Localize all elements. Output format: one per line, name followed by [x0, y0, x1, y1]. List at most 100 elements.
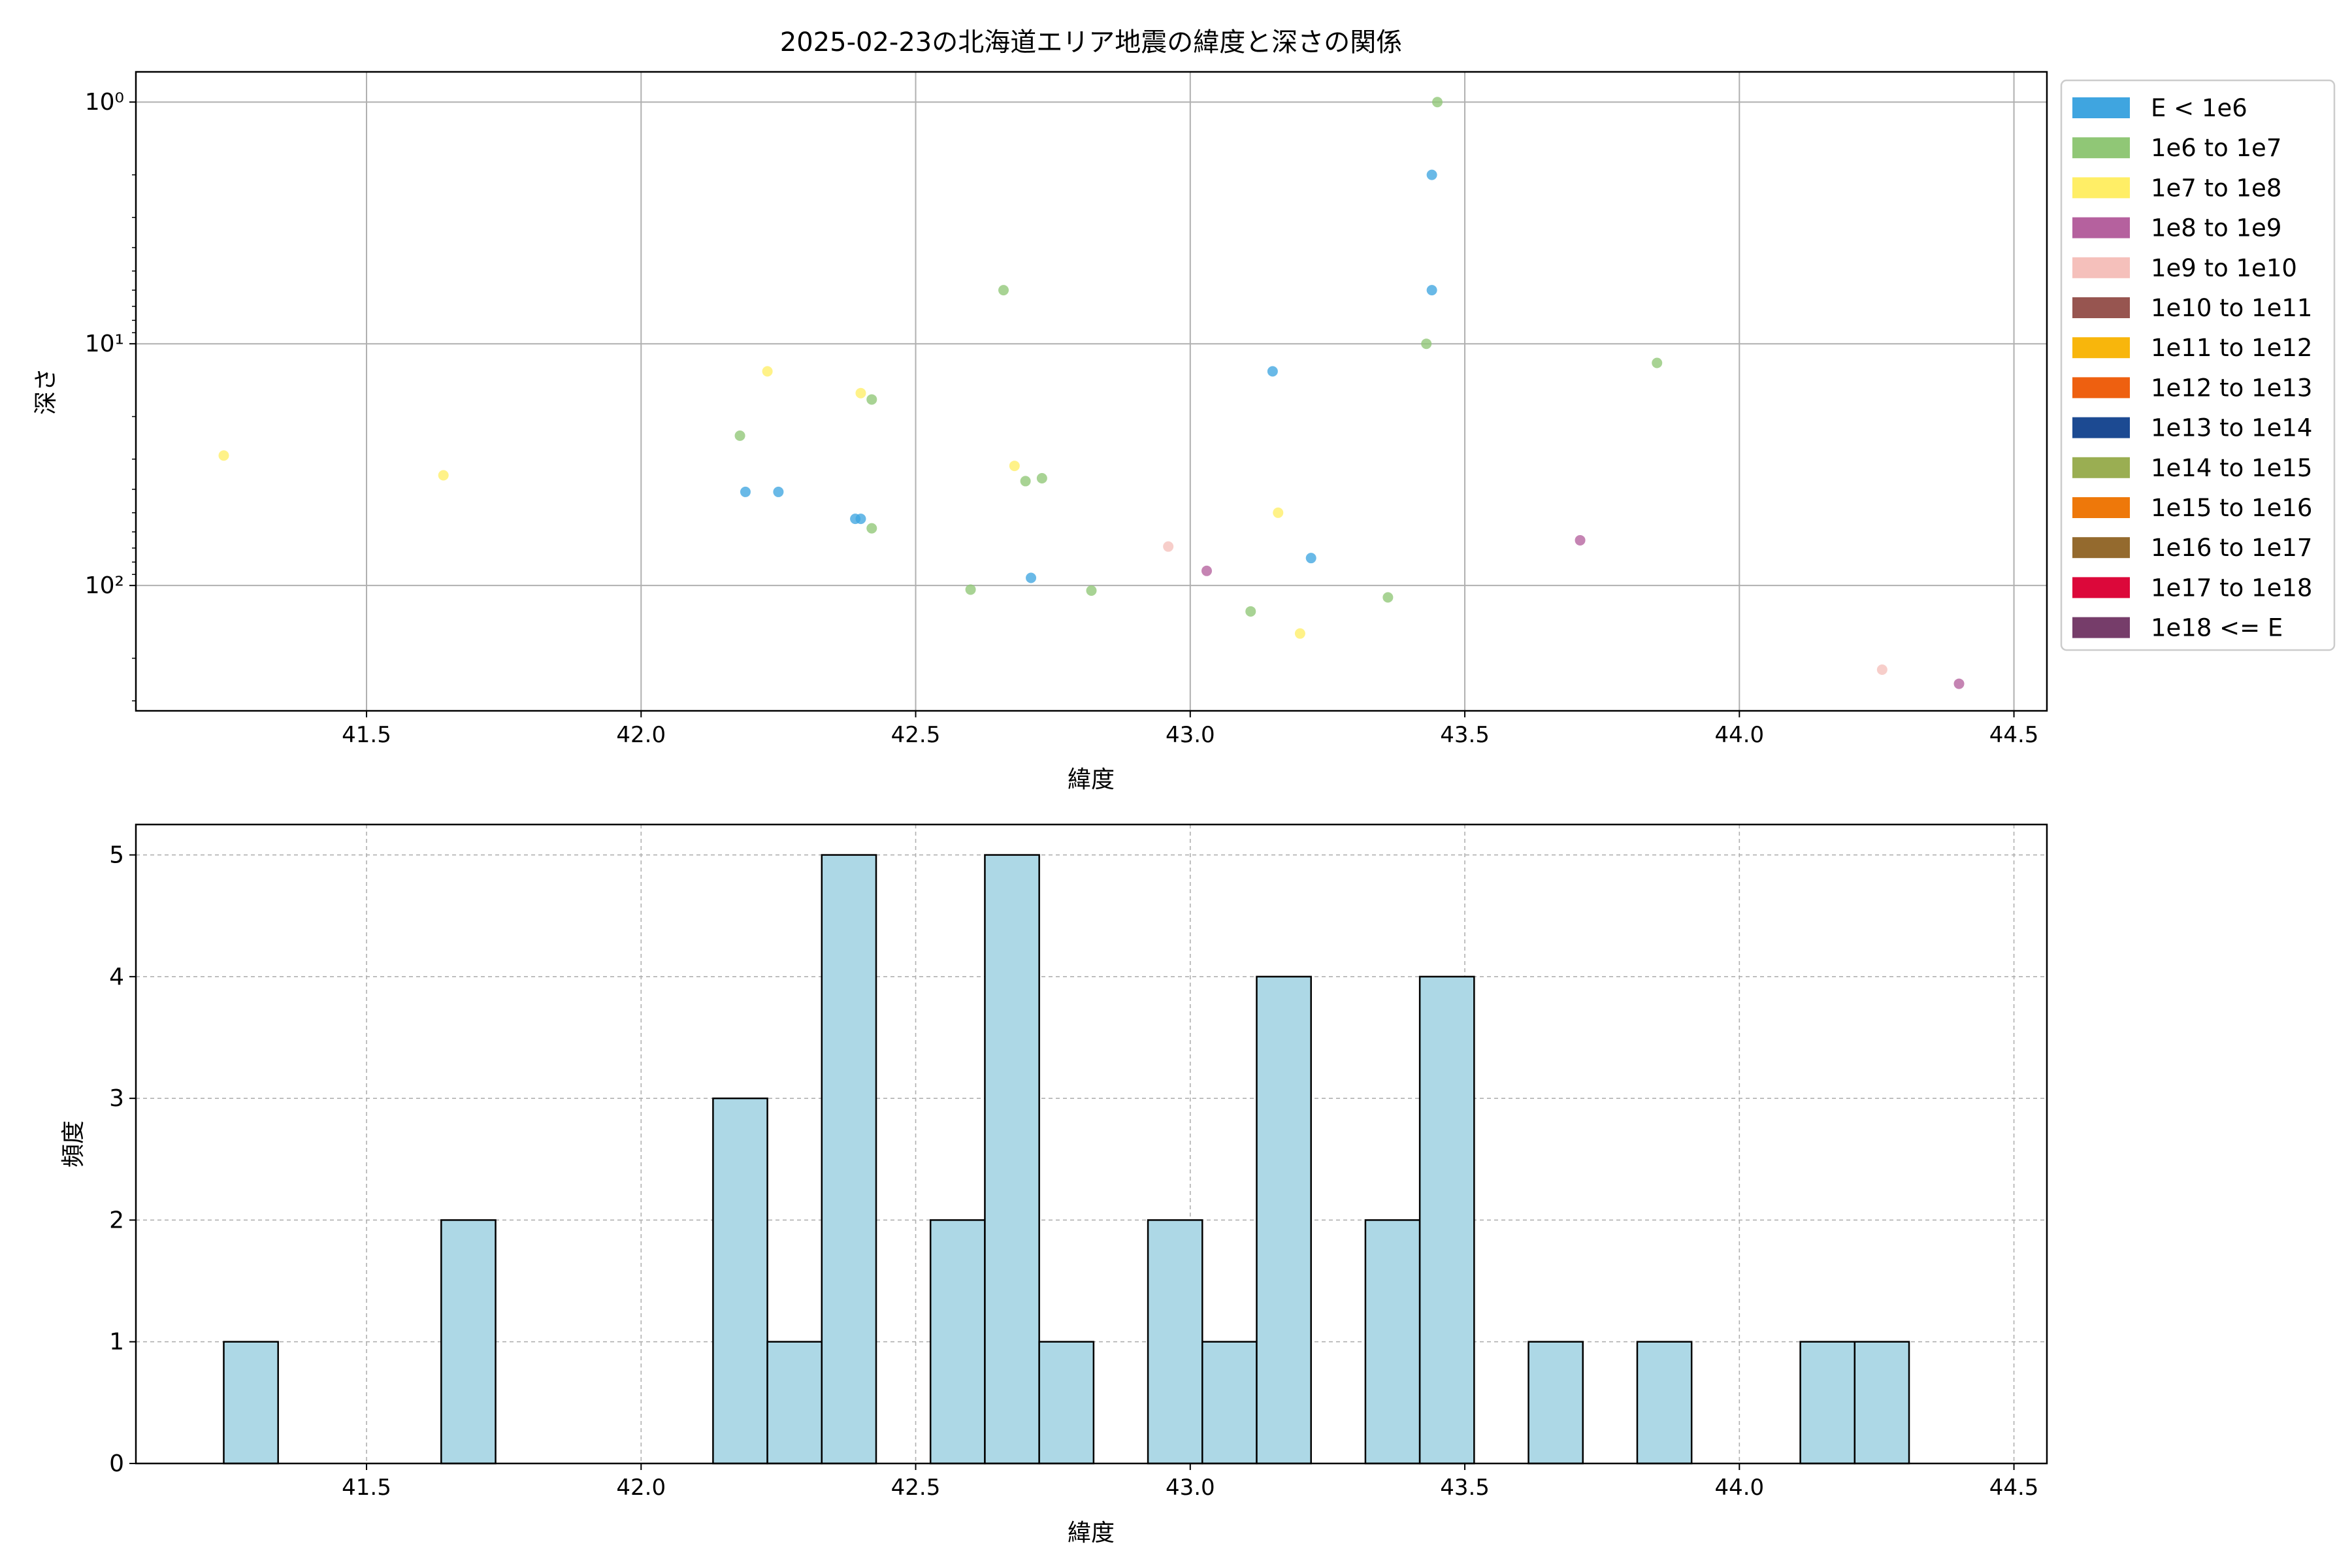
legend-frame: [2060, 79, 2336, 651]
histogram-y-tick-label: 5: [109, 842, 124, 869]
legend-swatch: [2072, 177, 2130, 199]
histogram-x-axis: 41.5 42.0 42.5 43.0 43.5 44.0 44.5: [342, 1463, 2038, 1501]
legend-label: E < 1e6: [2151, 94, 2247, 122]
scatter-point: [740, 486, 751, 497]
scatter-point: [965, 584, 976, 595]
histogram-x-label: 緯度: [1068, 1520, 1115, 1546]
scatter-point: [855, 514, 866, 525]
legend: E < 1e6 1e6 to 1e7 1e7 to 1e8 1e8 to 1e9 1e9…: [2060, 79, 2336, 651]
scatter-y-label: 深さ: [33, 368, 59, 415]
scatter-point: [1294, 628, 1305, 639]
scatter-panel: 41.5 42.0 42.5 43.0 43.5 44.0 44.5 10⁰ 10¹ 10² 2…: [33, 27, 2048, 793]
histogram-y-tick-label: 0: [109, 1450, 124, 1477]
legend-label: 1e12 to 1e13: [2151, 374, 2312, 402]
legend-label: 1e17 to 1e18: [2151, 574, 2312, 602]
histogram-bars: [223, 854, 1910, 1465]
scatter-x-tick-label: 43.5: [1440, 722, 1490, 748]
scatter-x-axis: 41.5 42.0 42.5 43.0 43.5 44.0 44.5: [342, 711, 2038, 748]
scatter-point: [1086, 585, 1097, 596]
histogram-y-tick-label: 1: [109, 1329, 124, 1356]
legend-label: 1e14 to 1e15: [2151, 454, 2312, 482]
scatter-point: [218, 450, 229, 461]
scatter-point: [1432, 97, 1443, 108]
scatter-frame: [135, 71, 2048, 712]
histogram-y-axis: 0 1 2 3 4 5: [109, 842, 136, 1477]
scatter-x-tick-label: 41.5: [342, 722, 391, 748]
scatter-y-tick-label: 10¹: [85, 331, 124, 357]
legend-label: 1e18 <= E: [2151, 614, 2283, 642]
histogram-x-tick-label: 42.0: [616, 1475, 666, 1501]
scatter-point: [1421, 338, 1432, 350]
scatter-x-tick-label: 44.0: [1714, 722, 1764, 748]
legend-label: 1e15 to 1e16: [2151, 494, 2312, 522]
legend-swatch: [2072, 337, 2130, 359]
histogram-bar: [984, 854, 1040, 1465]
histogram-x-tick-label: 41.5: [342, 1475, 391, 1501]
histogram-bar: [821, 854, 877, 1465]
histogram-bar: [223, 1341, 279, 1465]
scatter-point: [1026, 572, 1037, 583]
legend-swatch: [2072, 137, 2130, 159]
scatter-point: [1426, 285, 1437, 296]
scatter-point: [1009, 461, 1020, 472]
histogram-bar: [1854, 1341, 1910, 1465]
legend-swatch: [2072, 377, 2130, 399]
legend-swatch: [2072, 257, 2130, 278]
scatter-point: [1020, 476, 1031, 487]
histogram-panel: 41.5 42.0 42.5 43.0 43.5 44.0 44.5 0 1 2 3 4 5 緯度 頻…: [60, 823, 2048, 1546]
scatter-point: [855, 387, 866, 399]
histogram-bar: [1364, 1219, 1421, 1465]
histogram-x-tick-label: 42.5: [891, 1475, 941, 1501]
scatter-point: [734, 430, 745, 441]
scatter-y-axis: 10⁰ 10¹ 10²: [85, 89, 136, 599]
chart-title: 2025-02-23の北海道エリア地震の緯度と深さの関係: [780, 27, 1402, 57]
legend-label: 1e7 to 1e8: [2151, 174, 2281, 202]
legend-swatch: [2072, 417, 2130, 438]
scatter-y-tick-label: 10²: [85, 572, 124, 599]
scatter-point: [1876, 664, 1887, 676]
legend-swatch: [2072, 617, 2130, 638]
scatter-point: [1245, 606, 1256, 617]
legend-swatch: [2072, 497, 2130, 518]
histogram-x-tick-label: 44.0: [1714, 1475, 1764, 1501]
scatter-point: [1426, 169, 1437, 180]
histogram-bar: [1636, 1341, 1693, 1465]
legend-label: 1e6 to 1e7: [2151, 134, 2281, 162]
legend-label: 1e10 to 1e11: [2151, 294, 2312, 322]
legend-label: 1e13 to 1e14: [2151, 414, 2312, 442]
scatter-point: [1267, 366, 1278, 377]
scatter-point: [438, 470, 449, 481]
legend-swatch: [2072, 457, 2130, 478]
histogram-y-tick-label: 4: [109, 964, 124, 990]
histogram-x-tick-label: 44.5: [1989, 1475, 2039, 1501]
scatter-point: [773, 486, 784, 497]
legend-label: 1e16 to 1e17: [2151, 534, 2312, 562]
scatter-point: [998, 285, 1009, 296]
legend-swatch: [2072, 577, 2130, 598]
histogram-y-label: 頻度: [60, 1120, 87, 1168]
scatter-point: [762, 366, 773, 377]
scatter-point: [1382, 592, 1394, 603]
scatter-points: [218, 97, 1965, 689]
histogram-bar: [1147, 1219, 1203, 1465]
histogram-x-tick-label: 43.0: [1166, 1475, 1215, 1501]
scatter-x-label: 緯度: [1068, 766, 1115, 793]
scatter-x-tick-label: 43.0: [1166, 722, 1215, 748]
scatter-point: [1305, 553, 1316, 564]
legend-label: 1e11 to 1e12: [2151, 334, 2312, 362]
legend-swatch: [2072, 297, 2130, 318]
histogram-bar: [440, 1219, 497, 1465]
scatter-point: [1036, 473, 1047, 484]
scatter-y-tick-label: 10⁰: [85, 89, 124, 116]
legend-swatch: [2072, 97, 2130, 118]
legend-label: 1e8 to 1e9: [2151, 214, 2281, 242]
histogram-bar: [766, 1341, 823, 1465]
scatter-point: [1273, 507, 1284, 518]
histogram-x-tick-label: 43.5: [1440, 1475, 1490, 1501]
histogram-bar: [929, 1219, 986, 1465]
histogram-bar: [1799, 1341, 1856, 1465]
scatter-x-tick-label: 44.5: [1989, 722, 2039, 748]
scatter-point: [1163, 541, 1174, 552]
histogram-bar: [1256, 975, 1312, 1465]
